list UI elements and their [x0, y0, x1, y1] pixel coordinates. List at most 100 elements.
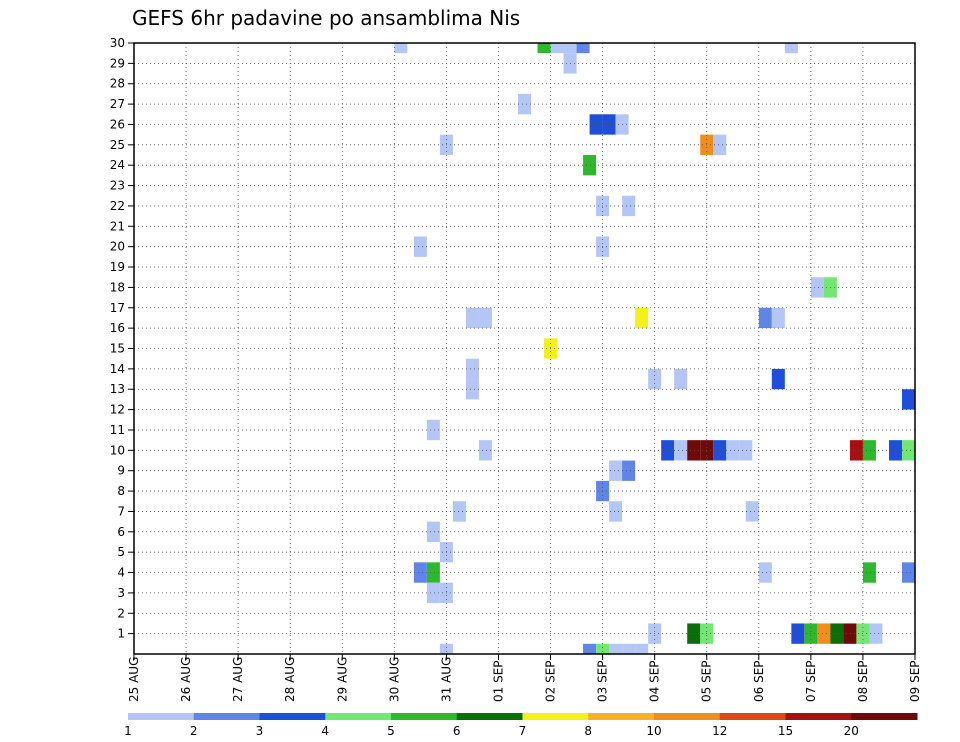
colorbar-segment — [851, 713, 918, 720]
heatmap-cell — [583, 155, 597, 176]
heatmap-cell — [771, 368, 785, 390]
heatmap-cell — [674, 440, 688, 461]
y-tick-label: 13 — [110, 382, 125, 396]
y-tick-label: 27 — [110, 97, 125, 111]
heatmap-cell — [465, 379, 479, 400]
heatmap-cell — [869, 623, 883, 644]
heatmap-cell — [862, 440, 876, 461]
heatmap-cell — [517, 93, 532, 115]
heatmap-cell — [426, 521, 440, 542]
colorbar-segment — [522, 713, 589, 720]
y-tick-label: 20 — [110, 240, 125, 254]
colorbar-segment — [325, 713, 392, 720]
y-tick-label: 16 — [110, 321, 125, 335]
heatmap-cell — [687, 440, 701, 461]
heatmap-cell — [713, 440, 727, 461]
colorbar-label: 4 — [321, 724, 329, 738]
colorbar-label: 1 — [124, 724, 132, 738]
y-tick-label: 23 — [110, 179, 125, 193]
y-tick-label: 29 — [110, 56, 125, 70]
heatmap-cell — [426, 419, 440, 441]
heatmap-cell — [563, 43, 577, 54]
colorbar-segment — [719, 713, 786, 720]
heatmap-cell — [478, 440, 492, 461]
y-tick-label: 14 — [110, 362, 125, 376]
colorbar-segment — [259, 713, 326, 720]
x-tick-label: 03 SEP — [596, 660, 610, 702]
x-tick-label: 07 SEP — [804, 660, 818, 702]
heatmap-cell — [758, 562, 772, 583]
colorbar-segment — [456, 713, 523, 720]
heatmap-cell — [622, 460, 636, 481]
x-tick-label: 27 AUG — [231, 657, 245, 702]
heatmap-cell — [596, 643, 610, 654]
heatmap-cell — [439, 643, 453, 654]
y-tick-label: 12 — [110, 403, 125, 417]
heatmap-cell — [426, 562, 440, 583]
chart-title: GEFS 6hr padavine po ansamblima Nis — [132, 6, 520, 30]
colorbar-label: 5 — [387, 724, 395, 738]
y-tick-label: 30 — [110, 36, 125, 50]
heatmap-cell — [674, 368, 688, 390]
heatmap-cell — [465, 307, 479, 329]
heatmap-cell — [589, 114, 603, 135]
y-tick-label: 22 — [110, 199, 125, 213]
y-tick-label: 7 — [117, 504, 125, 518]
colorbar-segment — [654, 713, 721, 720]
y-tick-label: 24 — [110, 158, 125, 172]
x-tick-label: 06 SEP — [752, 660, 766, 702]
y-axis: 1234567891011121314151617181920212223242… — [110, 36, 134, 641]
x-tick-label: 30 AUG — [387, 657, 401, 702]
heatmap-cell — [849, 440, 863, 461]
heatmap-cell — [739, 440, 753, 461]
heatmap-cell — [537, 43, 551, 54]
heatmap-cell — [413, 562, 427, 583]
heatmap-cell — [713, 134, 727, 156]
heatmap-cell — [817, 623, 831, 644]
x-tick-label: 29 AUG — [335, 657, 349, 702]
y-tick-label: 10 — [110, 443, 125, 457]
heatmap-cell — [661, 440, 675, 461]
y-tick-label: 4 — [117, 566, 125, 580]
y-tick-label: 21 — [110, 219, 125, 233]
heatmap-cell — [609, 643, 623, 654]
colorbar-segment — [391, 713, 458, 720]
y-tick-label: 18 — [110, 280, 125, 294]
heatmap-cell — [478, 307, 492, 329]
y-tick-label: 11 — [110, 423, 125, 437]
heatmap-cell — [576, 43, 590, 54]
y-tick-label: 8 — [117, 484, 125, 498]
heatmap-cell — [452, 501, 466, 522]
heatmap-cell — [791, 623, 805, 644]
y-tick-label: 26 — [110, 117, 125, 131]
heatmap-cell — [758, 307, 772, 329]
x-tick-label: 02 SEP — [544, 660, 558, 702]
x-tick-label: 01 SEP — [491, 660, 505, 702]
heatmap-cell — [609, 460, 623, 481]
heatmap-cell — [622, 643, 636, 654]
colorbar-label: 6 — [453, 724, 461, 738]
y-tick-label: 2 — [117, 606, 125, 620]
heatmap-cell — [635, 307, 649, 329]
colorbar-segment — [588, 713, 655, 720]
heatmap-cell — [687, 623, 701, 644]
heatmap-cells — [394, 43, 915, 654]
y-tick-label: 5 — [117, 545, 125, 559]
heatmap-cell — [465, 358, 479, 380]
colorbar-segment — [128, 713, 195, 720]
heatmap-cell — [901, 389, 915, 410]
heatmap-cell — [550, 43, 564, 54]
y-tick-label: 17 — [110, 301, 125, 315]
heatmap-cell — [426, 582, 440, 604]
colorbar-label: 20 — [844, 724, 859, 738]
heatmap-cell — [609, 501, 623, 522]
colorbar-segment — [785, 713, 852, 720]
heatmap-cell — [784, 43, 798, 54]
x-tick-label: 09 SEP — [908, 660, 922, 702]
y-tick-label: 1 — [117, 627, 125, 641]
heatmap-cell — [843, 623, 857, 644]
x-tick-label: 26 AUG — [179, 657, 193, 702]
plot-frame — [133, 42, 916, 655]
heatmap-cell — [622, 195, 636, 217]
